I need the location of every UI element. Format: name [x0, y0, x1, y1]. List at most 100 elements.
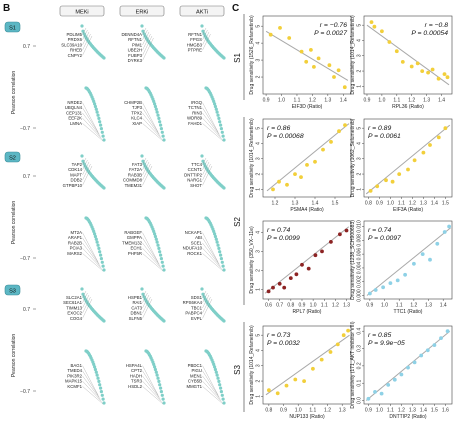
x-axis-label: RPL7 (Ratio) [293, 309, 322, 315]
correlation-point [140, 287, 144, 291]
x-tick-label: 0.9 [366, 303, 373, 309]
x-axis-label: NUP133 (Ratio) [289, 414, 325, 420]
scatter-point [421, 150, 426, 155]
correlation-point [216, 113, 220, 117]
gene-label: RAI1 [132, 300, 142, 305]
gene-label: NARG1 [187, 178, 202, 183]
correlation-point [99, 390, 103, 394]
leader-line [82, 237, 100, 265]
correlation-point [80, 287, 84, 291]
gene-label: TCTN1 [188, 105, 202, 110]
r-value: r = 0.85 [368, 332, 391, 339]
leader-line [202, 294, 210, 309]
gene-label: CEP131 [66, 110, 83, 115]
x-axis-label: TTC1 (Ratio) [394, 309, 423, 315]
scatter-point [293, 377, 298, 382]
y-tick-label: 2 [256, 75, 262, 78]
correlation-point [162, 138, 166, 142]
y-tick-label: 0.010 [357, 220, 363, 233]
x-tick-label: 1.1 [293, 98, 300, 104]
scatter-plot-4: 0.8 0.9 1.0 1.1 1.2 1.3 1.4 1.5 1 2 3 4 5 EIF3A (Rati… [350, 118, 453, 213]
x-tick-label: 1.0 [387, 201, 394, 207]
column-header-label: ERKi [136, 10, 149, 16]
y-tick-label: 5 [256, 334, 262, 337]
correlation-point [218, 250, 222, 254]
x-axis-label: EIF3D (Ratio) [292, 104, 323, 110]
leader-line [142, 290, 147, 298]
x-tick-label: 1.2 [409, 201, 416, 207]
correlation-point [221, 397, 225, 401]
leader-line [82, 248, 102, 269]
scatter-point [439, 336, 443, 340]
y-tick-label: 1 [357, 188, 363, 191]
x-tick-label: 1.6 [442, 408, 449, 414]
r-value: r = 0.89 [368, 125, 391, 132]
correlation-point [156, 113, 160, 117]
correlation-point [93, 232, 97, 236]
scatter-point [266, 289, 271, 294]
scatter-point [406, 167, 410, 172]
gene-label: EXOC2 [67, 311, 82, 316]
r-value: r = −0.76 [320, 22, 347, 29]
leader-line [142, 123, 163, 141]
leader-line [202, 33, 211, 51]
x-tick-label: 1.5 [431, 408, 438, 414]
correlation-point [153, 104, 157, 109]
x-tick-label: 1.3 [420, 201, 427, 207]
correlation-point [222, 319, 226, 323]
scatter-point [329, 240, 333, 244]
leader-line [202, 161, 210, 176]
correlation-point [93, 365, 97, 369]
scatter-point [313, 159, 317, 164]
correlation-point [157, 116, 161, 120]
scatter-point [311, 366, 315, 371]
x-tick-label: 0.9 [299, 303, 306, 309]
correlation-point [215, 240, 219, 244]
leader-line [202, 165, 213, 186]
x-tick-label: 1.0 [376, 408, 383, 414]
correlation-point [99, 123, 103, 127]
plot-frame [262, 118, 352, 198]
leader-line [142, 294, 150, 309]
correlation-point [102, 186, 106, 190]
y-tick-label: 1 [256, 288, 262, 291]
gene-label: FUBP3 [128, 53, 142, 58]
trend-line [266, 123, 350, 192]
y-tick-label: 1 [256, 188, 262, 191]
correlation-point [159, 253, 163, 257]
y-tick-label: 3 [357, 157, 363, 160]
x-tick-label: 1.5 [332, 201, 339, 207]
scatter-point [428, 257, 432, 262]
correlation-point [214, 237, 218, 241]
y-tick-label: 0.008 [357, 234, 363, 247]
scatter-plot-8: 0.9 1.0 1.1 1.2 1.3 1.4 1.5 1.60.00.10.20.30.4D… [350, 321, 453, 420]
correlation-point [152, 362, 156, 366]
correlation-point [213, 367, 217, 372]
plot-frame [262, 325, 352, 405]
gene-label: SLC39A10 [61, 42, 82, 47]
scatter-point [400, 60, 405, 64]
leader-line [142, 27, 147, 35]
x-tick-label: 1.0 [278, 98, 285, 104]
leader-line [82, 296, 91, 314]
y-axis-label: Drug sensitivity (1014_Refametinib) [249, 325, 255, 405]
gene-label: EVPL [191, 316, 203, 321]
y-tick-label: 1 [256, 395, 262, 398]
y-tick-label: 0.3 [357, 345, 363, 352]
correlation-point [95, 240, 99, 244]
correlation-point [156, 376, 160, 380]
correlation-point [200, 287, 204, 291]
leader-line [142, 365, 159, 396]
r-value: r = 0.73 [267, 332, 290, 339]
scatter-point [277, 179, 281, 184]
gene-label: COG4 [70, 316, 83, 321]
gene-label: PIM1 [132, 42, 143, 47]
leader-line [82, 294, 90, 309]
scatter-point [299, 175, 303, 180]
correlation-point [157, 246, 161, 250]
scatter-point [284, 383, 289, 388]
scatter-point [344, 228, 349, 233]
scatter-point [432, 343, 437, 347]
correlation-point [220, 130, 224, 134]
x-tick-label: 0.6 [265, 303, 272, 309]
